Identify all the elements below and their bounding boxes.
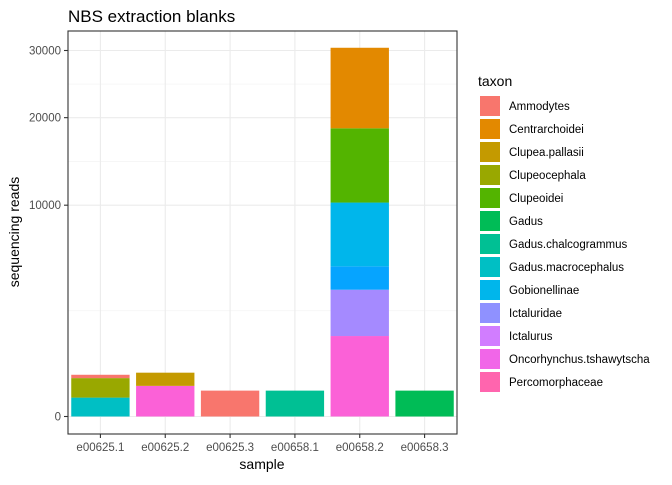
x-tick-label: e00625.3 [206, 442, 254, 454]
y-tick-label: 10000 [29, 200, 61, 212]
legend-key [480, 211, 500, 231]
y-tick-label: 30000 [29, 46, 61, 58]
legend-label: Centrarchoidei [509, 124, 584, 136]
legend-label: Gadus.chalcogrammus [509, 239, 627, 251]
bar-segment [136, 385, 195, 417]
bar-segment [136, 372, 195, 386]
legend-label: Clupeoidei [509, 193, 563, 205]
plot-panel-background [68, 31, 457, 434]
legend-key [480, 372, 500, 392]
legend-key [480, 257, 500, 277]
legend-label: Ictaluridae [509, 308, 562, 320]
legend-label: Ictalurus [509, 331, 553, 343]
x-tick-label: e00658.1 [271, 442, 319, 454]
bar-segment [71, 374, 130, 379]
legend-label: Percomorphaceae [509, 377, 603, 389]
legend-label: Clupea.pallasii [509, 147, 584, 159]
legend-label: Ammodytes [509, 101, 570, 113]
bars [71, 47, 454, 417]
x-tick-label: e00625.1 [76, 442, 124, 454]
legend: Ammodytes Centrarchoidei Clupea.pallasii Cl… [480, 96, 650, 392]
y-tick-label: 0 [55, 412, 61, 424]
legend-key [480, 280, 500, 300]
y-tick-label: 20000 [29, 113, 61, 125]
bar-segment [71, 397, 130, 417]
legend-key [480, 303, 500, 323]
x-tick-label: e00625.2 [141, 442, 189, 454]
bar-segment [330, 128, 389, 203]
legend-label: Gadus.macrocephalus [509, 262, 624, 274]
bar-segment [200, 390, 260, 417]
bar-segment [71, 378, 130, 398]
legend-key [480, 234, 500, 254]
legend-key [480, 326, 500, 346]
chart-title: NBS extraction blanks [68, 7, 235, 26]
x-axis-label: sample [239, 456, 284, 472]
legend-key [480, 188, 500, 208]
x-tick-label: e00658.2 [336, 442, 384, 454]
legend-label: Clupeocephala [509, 170, 586, 182]
bar-segment [330, 47, 389, 129]
bar-segment [330, 266, 389, 290]
bar-segment [330, 289, 389, 337]
y-axis-label: sequencing reads [6, 177, 22, 288]
legend-key [480, 142, 500, 162]
legend-label: Gobionellinae [509, 285, 579, 297]
x-tick-label: e00658.3 [401, 442, 449, 454]
bar-segment [395, 390, 454, 417]
legend-key [480, 349, 500, 369]
legend-label: Oncorhynchus.tshawytscha [509, 354, 650, 366]
legend-key [480, 96, 500, 116]
legend-label: Gadus [509, 216, 543, 228]
axes: 0 10000 20000 30000 e00625.1 e00625.2 e00625.3… [29, 46, 449, 455]
bar-segment [265, 390, 325, 417]
legend-key [480, 165, 500, 185]
bar-segment [330, 202, 389, 267]
legend-key [480, 119, 500, 139]
plot-panel-border [67, 30, 458, 435]
bar-segment [330, 336, 389, 417]
legend-title: taxon [478, 73, 512, 89]
